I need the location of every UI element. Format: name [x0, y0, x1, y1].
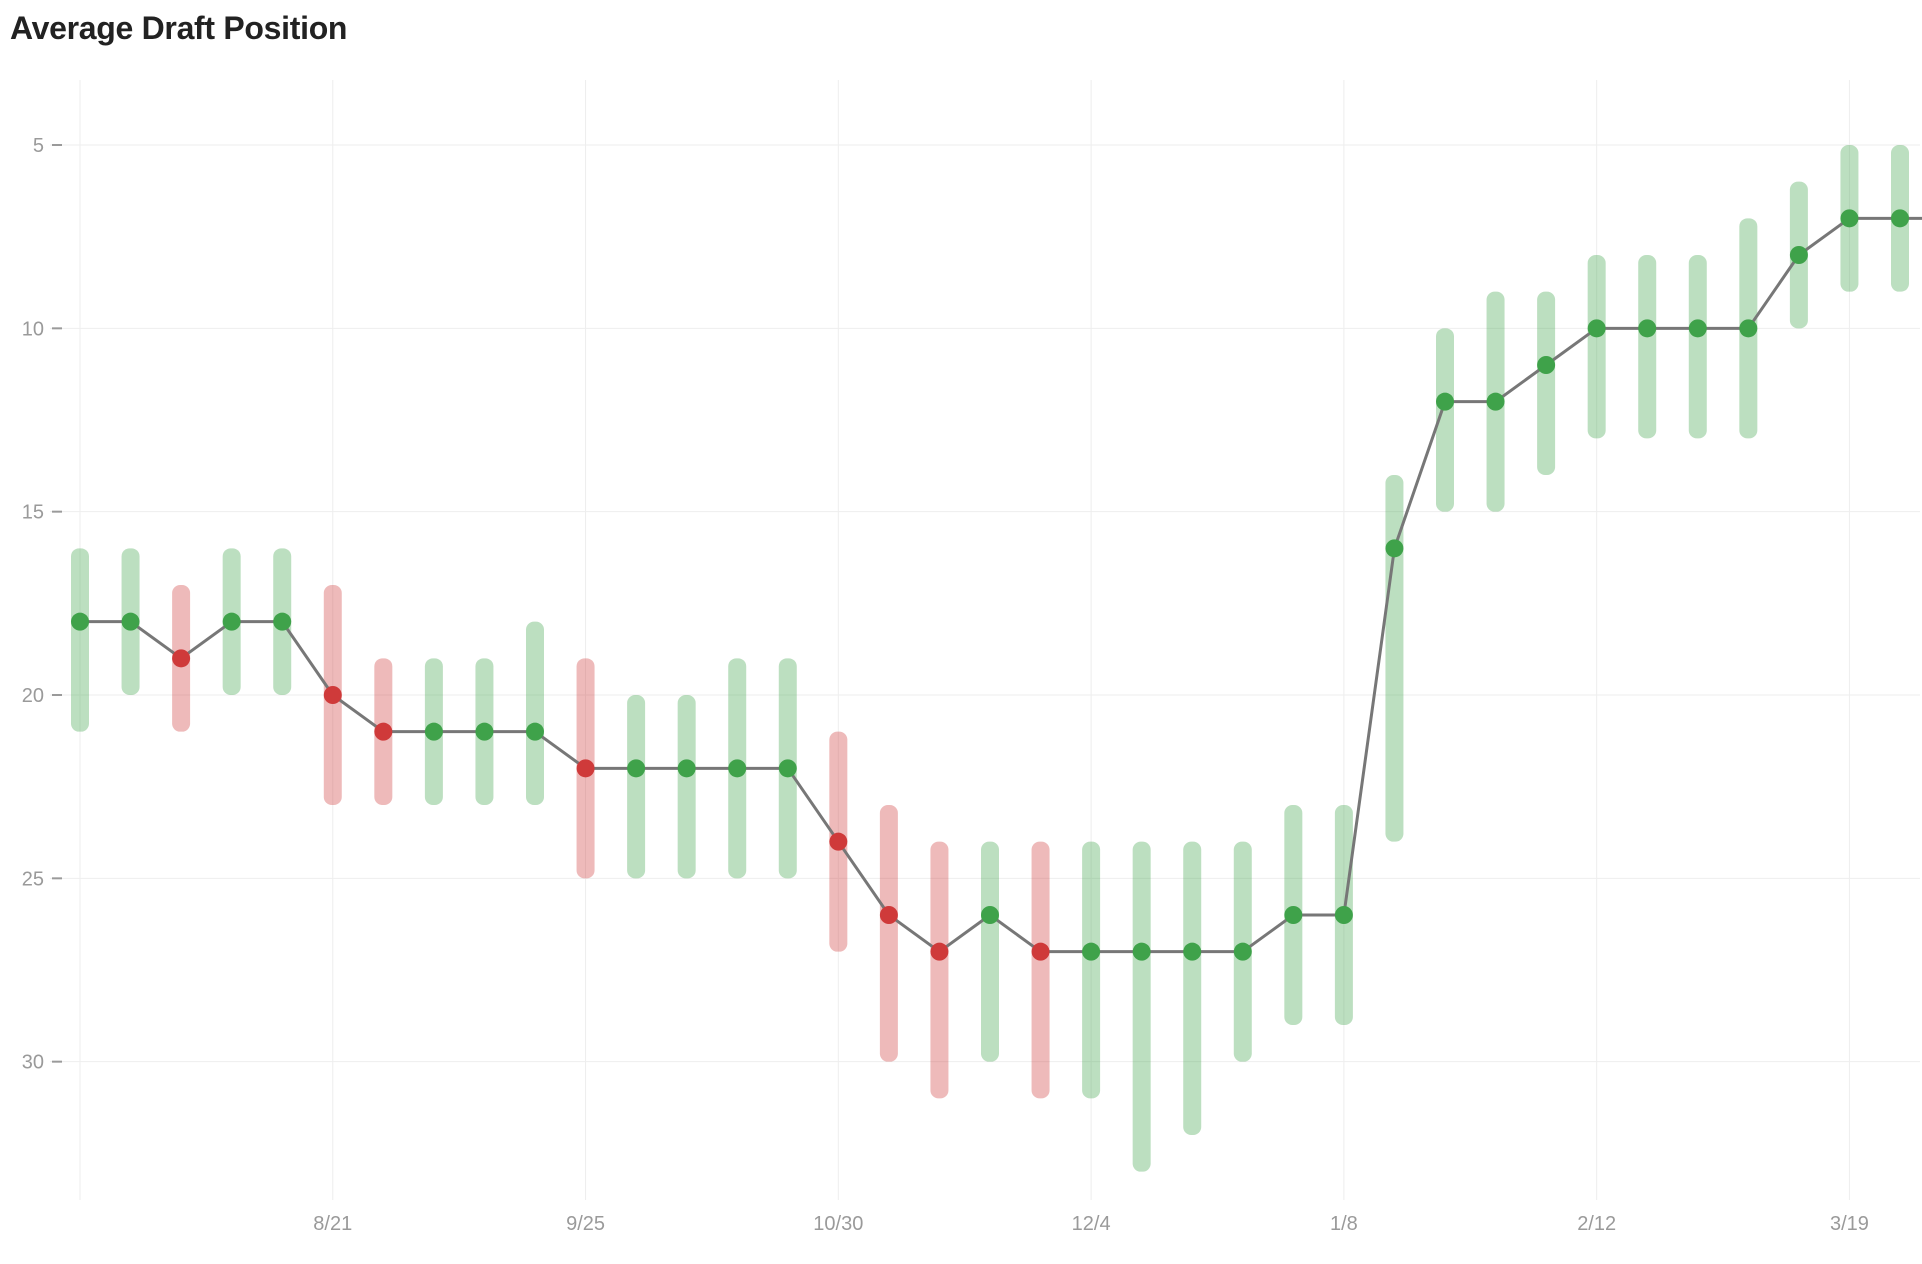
range-bar — [1689, 255, 1707, 438]
range-bar — [1638, 255, 1656, 438]
range-bar — [1032, 842, 1050, 1099]
data-point[interactable] — [1436, 393, 1454, 411]
data-point[interactable] — [1335, 906, 1353, 924]
data-point[interactable] — [779, 759, 797, 777]
data-point[interactable] — [1689, 319, 1707, 337]
data-point[interactable] — [1385, 539, 1403, 557]
data-point[interactable] — [981, 906, 999, 924]
data-point[interactable] — [880, 906, 898, 924]
range-bar — [1082, 842, 1100, 1099]
data-point[interactable] — [526, 723, 544, 741]
data-point[interactable] — [71, 613, 89, 631]
x-tick-label: 1/8 — [1330, 1213, 1358, 1235]
data-point[interactable] — [1537, 356, 1555, 374]
data-point[interactable] — [475, 723, 493, 741]
range-bar — [1133, 842, 1151, 1172]
x-tick-label: 12/4 — [1072, 1213, 1111, 1235]
range-bar — [71, 548, 89, 731]
y-tick-label: 25 — [22, 868, 44, 890]
data-point[interactable] — [1032, 943, 1050, 961]
range-bar — [627, 695, 645, 878]
range-bar — [880, 805, 898, 1062]
x-tick-label: 3/19 — [1830, 1213, 1869, 1235]
data-point[interactable] — [1234, 943, 1252, 961]
range-bar — [678, 695, 696, 878]
data-point[interactable] — [1891, 209, 1909, 227]
range-bar — [1183, 842, 1201, 1135]
x-tick-label: 8/21 — [313, 1213, 352, 1235]
y-tick-label: 5 — [33, 135, 44, 157]
data-point[interactable] — [223, 613, 241, 631]
x-tick-label: 10/30 — [813, 1213, 863, 1235]
data-point[interactable] — [1638, 319, 1656, 337]
data-point[interactable] — [1284, 906, 1302, 924]
data-point[interactable] — [1739, 319, 1757, 337]
y-tick-label: 30 — [22, 1052, 44, 1074]
data-point[interactable] — [829, 833, 847, 851]
data-point[interactable] — [1082, 943, 1100, 961]
data-point[interactable] — [678, 759, 696, 777]
range-bar — [1537, 292, 1555, 475]
data-point[interactable] — [1840, 209, 1858, 227]
data-point[interactable] — [577, 759, 595, 777]
data-point[interactable] — [1133, 943, 1151, 961]
data-point[interactable] — [324, 686, 342, 704]
range-bar — [930, 842, 948, 1099]
data-point[interactable] — [1588, 319, 1606, 337]
data-point[interactable] — [1183, 943, 1201, 961]
range-bar — [1588, 255, 1606, 438]
y-tick-label: 15 — [22, 502, 44, 524]
x-tick-label: 9/25 — [566, 1213, 605, 1235]
data-point[interactable] — [374, 723, 392, 741]
y-tick-label: 10 — [22, 318, 44, 340]
data-point[interactable] — [1487, 393, 1505, 411]
data-point[interactable] — [627, 759, 645, 777]
x-tick-label: 2/12 — [1577, 1213, 1616, 1235]
y-tick-label: 20 — [22, 685, 44, 707]
data-point[interactable] — [1790, 246, 1808, 264]
adp-chart: 5 10 15 20 25 30 8/21 9/25 10/30 12/4 1/8 2/12 3/19 — [0, 0, 1922, 1264]
data-point[interactable] — [728, 759, 746, 777]
range-bar — [981, 842, 999, 1062]
data-point[interactable] — [172, 649, 190, 667]
data-point[interactable] — [273, 613, 291, 631]
adp-chart-container: Average Draft Position 510152025308/219/… — [0, 0, 1922, 1264]
range-bar — [526, 622, 544, 805]
data-point[interactable] — [122, 613, 140, 631]
data-point[interactable] — [930, 943, 948, 961]
data-point[interactable] — [425, 723, 443, 741]
